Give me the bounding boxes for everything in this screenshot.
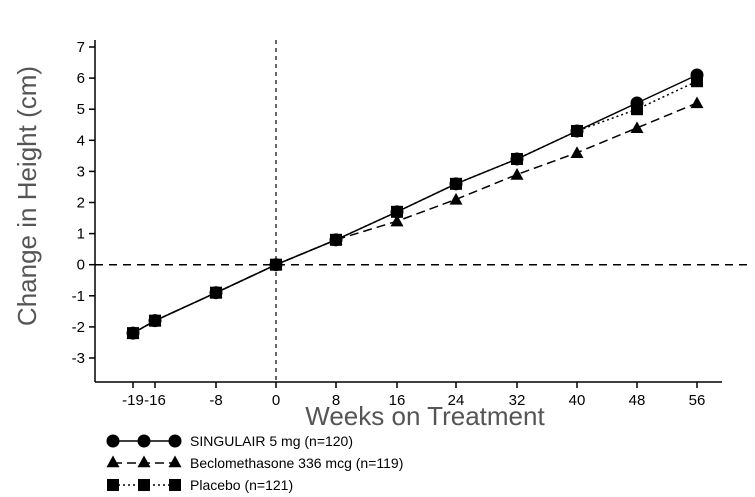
x-tick-label: 0 [272,392,280,409]
legend-marker [169,479,181,491]
data-point-square [511,152,523,165]
data-point-triangle [449,192,463,205]
data-point-triangle [510,168,524,180]
x-tick-label: 16 [389,392,406,409]
y-tick-label: -3 [72,350,85,367]
data-point-square [691,75,703,88]
series-points-square [127,75,703,340]
reference-lines [95,40,752,382]
data-point-square [127,327,139,340]
data-point-triangle [690,96,704,109]
legend-label: Beclomethasone 336 mcg (n=119) [190,455,403,471]
data-point-square [270,258,282,271]
legend-marker [168,455,182,468]
data-point-square [210,286,222,299]
data-point-square [149,314,161,327]
legend-marker [107,479,119,491]
data-point-square [330,233,342,246]
y-tick-label: 7 [77,39,85,56]
x-tick-label: -19 [122,392,144,409]
legend-label: Placebo (n=121) [190,477,293,493]
y-tick-label: 5 [77,101,85,118]
data-point-triangle [630,121,644,134]
legend-marker [106,455,120,468]
legend-marker [168,434,182,448]
data-point-triangle [390,214,404,227]
x-tick-label: -16 [144,392,166,409]
y-tick-label: -2 [72,319,85,336]
legend-marker [138,479,150,491]
legend-marker [137,434,151,448]
legend-label: SINGULAIR 5 mg (n=120) [190,433,353,449]
data-point-square [450,177,462,190]
y-tick-label: 1 [77,226,85,243]
legend-marker [137,455,151,468]
data-point-square [391,205,403,218]
x-tick-label: -8 [209,392,222,409]
legend: SINGULAIR 5 mg (n=120) Beclomethasone 336… [106,433,403,493]
data-point-triangle [570,146,584,158]
y-tick-label: 2 [77,195,85,212]
data-point-square [631,103,643,116]
y-tick-label: 6 [77,70,85,87]
data-point-square [571,124,583,137]
y-tick-label: 3 [77,163,85,180]
y-tick-label: -1 [72,288,85,305]
legend-marker [106,434,120,448]
x-tick-label: 40 [569,392,586,409]
x-tick-label: 8 [332,392,340,409]
y-axis-title: Change in Height (cm) [12,66,42,326]
y-tick-label: 4 [77,132,85,149]
series-points-triangle [126,96,704,339]
legend-entry-square: Placebo (n=121) [107,477,293,493]
x-tick-label: 24 [448,392,465,409]
legend-entry-triangle: Beclomethasone 336 mcg (n=119) [106,455,403,471]
y-tick-label: 0 [77,257,85,274]
x-tick-label: 32 [509,392,526,409]
legend-entry-circle: SINGULAIR 5 mg (n=120) [106,433,353,449]
x-axis-title: Weeks on Treatment [305,401,545,431]
x-tick-label: 48 [629,392,646,409]
series-layer [126,68,704,340]
x-tick-label: 56 [689,392,706,409]
